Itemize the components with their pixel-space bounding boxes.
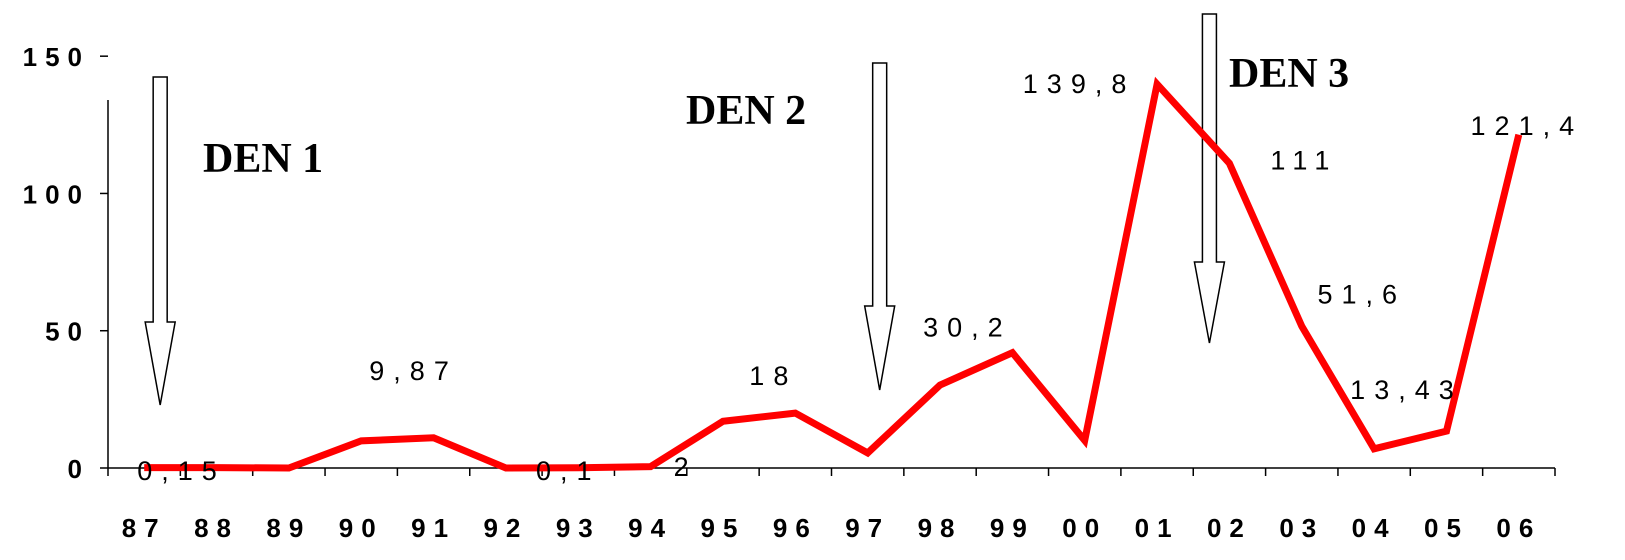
data-label: 51,6 xyxy=(1317,279,1406,309)
x-tick-label: 05 xyxy=(1424,513,1469,543)
x-tick-label: 01 xyxy=(1135,513,1180,543)
x-tick-label: 88 xyxy=(194,513,239,543)
data-label: 2 xyxy=(674,452,698,482)
y-tick-label: 50 xyxy=(45,317,90,347)
x-tick-label: 04 xyxy=(1352,513,1397,543)
annotation-arrow xyxy=(144,76,177,406)
labels: 0,15 9,87 0,1 2 18 30,2 139,8 111 51,6 13,43 121,4… xyxy=(137,51,1584,486)
data-label: 30,2 xyxy=(923,313,1012,343)
data-label: 18 xyxy=(749,361,797,391)
x-tick-label: 93 xyxy=(556,513,601,543)
data-label: 9,87 xyxy=(369,356,458,386)
x-tick-label: 89 xyxy=(266,513,311,543)
x-tick-label: 00 xyxy=(1062,513,1107,543)
annotation-label: DEN 3 xyxy=(1229,51,1349,97)
y-tick-label: 100 xyxy=(23,179,90,209)
x-tick-label: 06 xyxy=(1496,513,1541,543)
x-tick-label: 94 xyxy=(628,513,673,543)
y-tick-label: 150 xyxy=(23,42,90,72)
data-label: 111 xyxy=(1270,145,1338,175)
y-tick-label: 0 xyxy=(68,454,90,484)
annotation-label: DEN 2 xyxy=(686,88,806,134)
annotation-arrow xyxy=(863,62,896,391)
annotation-label: DEN 1 xyxy=(203,136,323,182)
data-label: 121,4 xyxy=(1471,111,1584,141)
arrows xyxy=(144,13,1226,406)
annotation-arrow xyxy=(1193,13,1226,344)
data-label: 0,1 xyxy=(536,456,601,486)
x-tick-label: 03 xyxy=(1279,513,1324,543)
x-tick-label: 90 xyxy=(339,513,384,543)
series-line xyxy=(144,76,1523,472)
x-tick-label: 87 xyxy=(122,513,167,543)
x-tick-label: 99 xyxy=(990,513,1035,543)
data-label: 13,43 xyxy=(1350,375,1463,405)
x-tick-label: 91 xyxy=(411,513,456,543)
data-label: 0,15 xyxy=(137,456,226,486)
x-tick-label: 92 xyxy=(483,513,528,543)
x-tick-label: 97 xyxy=(845,513,890,543)
x-tick-label: 98 xyxy=(918,513,963,543)
x-tick-label: 96 xyxy=(773,513,818,543)
data-label: 139,8 xyxy=(1023,69,1136,99)
x-tick-label: 02 xyxy=(1207,513,1252,543)
series xyxy=(144,76,1523,472)
x-tick-label: 95 xyxy=(701,513,746,543)
